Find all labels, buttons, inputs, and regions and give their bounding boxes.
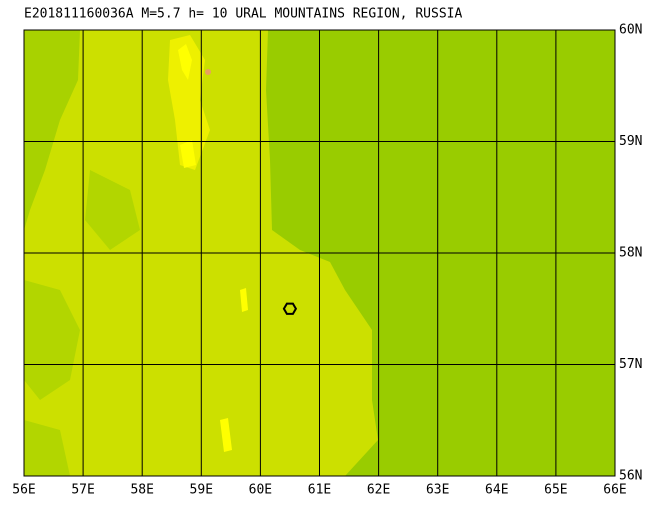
x-tick-label: 56E (12, 483, 35, 498)
peak (178, 44, 192, 80)
y-tick-label: 56N (619, 469, 642, 484)
x-tick-label: 65E (544, 483, 567, 498)
x-tick-label: 62E (367, 483, 390, 498)
peak (220, 418, 232, 452)
y-tick-label: 59N (619, 134, 642, 149)
x-tick-label: 58E (130, 483, 153, 498)
y-tick-label: 57N (619, 357, 642, 372)
x-tick-label: 60E (249, 483, 272, 498)
summit (205, 69, 211, 75)
x-tick-label: 66E (603, 483, 626, 498)
x-tick-label: 59E (190, 483, 213, 498)
map-title: E201811160036A M=5.7 h= 10 URAL MOUNTAIN… (24, 7, 462, 22)
lowland-patch (24, 420, 70, 476)
x-tick-label: 57E (71, 483, 94, 498)
lowland-patch (24, 280, 80, 400)
lowland-patch (24, 30, 80, 230)
y-tick-label: 58N (619, 246, 642, 261)
peak (240, 288, 248, 312)
x-tick-label: 64E (485, 483, 508, 498)
epicenter (282, 302, 298, 315)
x-tick-label: 63E (426, 483, 449, 498)
peak (180, 140, 196, 168)
x-tick-label: 61E (308, 483, 331, 498)
lowland-patch (85, 170, 140, 250)
y-tick-label: 60N (619, 23, 642, 38)
highland (168, 35, 210, 170)
